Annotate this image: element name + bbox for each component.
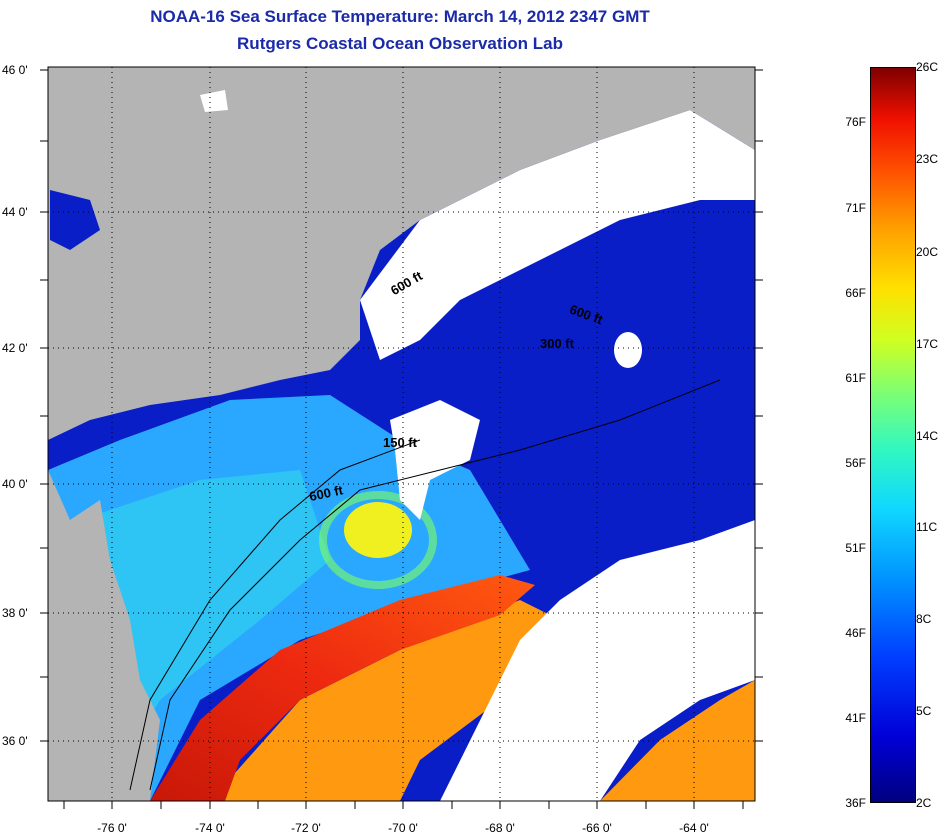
warm-core-eddy (344, 502, 412, 558)
land-northeast (48, 67, 755, 440)
colorbar-f-label: 36F (845, 796, 866, 810)
colorbar-f-label: 56F (845, 456, 866, 470)
axis-ticks (40, 69, 763, 809)
contour-150ft (129, 439, 421, 791)
colorbar-f-label: 71F (845, 201, 866, 215)
cloud-patch-shelf (390, 400, 480, 520)
colorbar-f-label: 46F (845, 626, 866, 640)
lon-label: -72 0' (291, 821, 321, 835)
lon-label: -76 0' (97, 821, 127, 835)
gulf-stream (150, 575, 535, 801)
colorbar-f-label: 41F (845, 711, 866, 725)
colorbar-c-label: 5C (916, 704, 932, 718)
contour-600ft (149, 379, 721, 791)
southeast-warm-water (600, 680, 755, 801)
lat-label: 40 0' (2, 477, 28, 491)
colorbar-f-label: 66F (845, 286, 866, 300)
cloud-cover-north (360, 110, 755, 360)
lake-snow (200, 90, 228, 112)
lon-label: -66 0' (582, 821, 612, 835)
lat-label: 44 0' (2, 205, 28, 219)
cloud-patch-small (614, 332, 642, 368)
lon-label: -64 0' (679, 821, 709, 835)
lat-label: 36 0' (2, 734, 28, 748)
cloud-cover-south (440, 520, 755, 801)
lon-label: -74 0' (195, 821, 225, 835)
colorbar-c-label: 11C (916, 520, 938, 534)
colorbar-c-label: 8C (916, 612, 932, 626)
colorbar-f-label: 76F (845, 115, 866, 129)
map-plot-area (48, 67, 755, 801)
contour-label: 150 ft (383, 435, 418, 450)
lat-label: 46 0' (2, 63, 28, 77)
lon-label: -70 0' (388, 821, 418, 835)
colorbar-f-label: 61F (845, 371, 866, 385)
colorbar-f-label: 51F (845, 541, 866, 555)
colorbar-c-label: 14C (916, 429, 939, 443)
eddy-ring (319, 491, 437, 589)
colorbar-c-label: 26C (916, 60, 939, 74)
land-mid-atlantic (48, 470, 160, 801)
colorbar-c-label: 17C (916, 337, 939, 351)
colorbar-c-label: 2C (916, 796, 932, 810)
map-title: NOAA-16 Sea Surface Temperature: March 1… (150, 7, 650, 26)
lake-ontario (50, 190, 100, 250)
lat-label: 42 0' (2, 341, 28, 355)
colorbar-c-label: 20C (916, 245, 939, 259)
warm-sargasso-water (210, 600, 560, 801)
temperature-colorbar (870, 67, 916, 803)
colorbar-c-label: 23C (916, 152, 939, 166)
contour-label: 600 ft (308, 482, 345, 504)
lat-label: 38 0' (2, 606, 28, 620)
map-frame (47, 66, 756, 802)
map-subtitle: Rutgers Coastal Ocean Observation Lab (237, 34, 563, 53)
lon-label: -68 0' (485, 821, 515, 835)
contour-label: 300 ft (540, 336, 575, 351)
